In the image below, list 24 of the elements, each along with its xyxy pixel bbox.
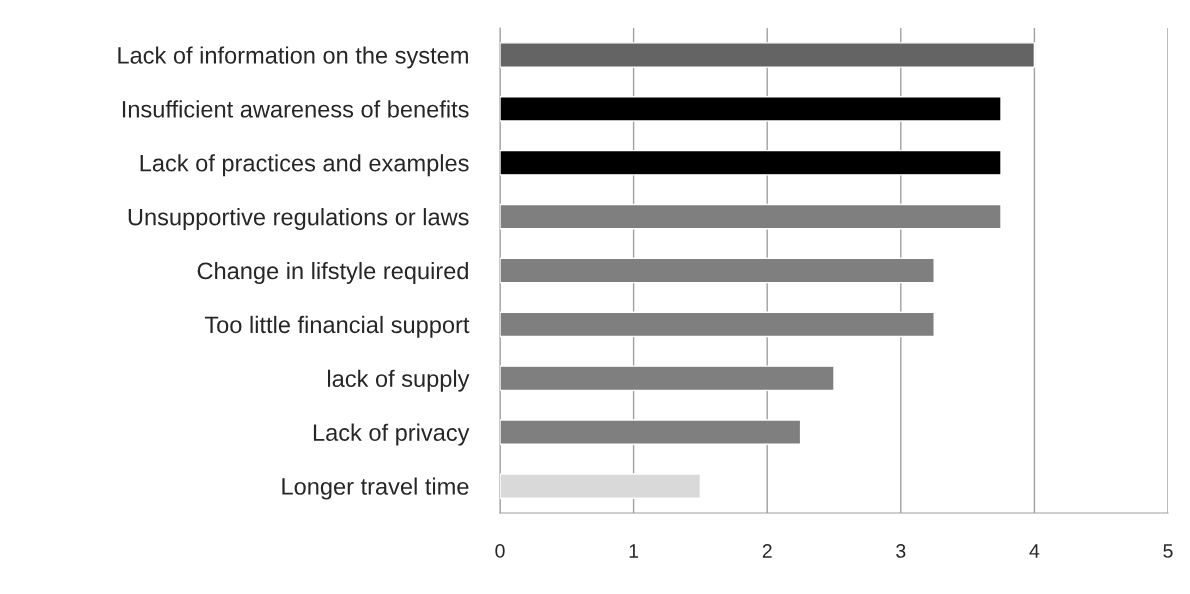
- x-tick-label: 5: [1163, 544, 1173, 558]
- y-tick-label: Longer travel time: [282, 477, 469, 500]
- bar: [500, 365, 835, 392]
- x-tick-label: 4: [1029, 544, 1040, 558]
- bar: [500, 42, 1036, 68]
- y-tick-label: Insufficient awareness of benefits: [122, 100, 469, 118]
- x-tick-label: 1: [629, 544, 639, 558]
- bar: [500, 257, 935, 284]
- x-tick-label: 0: [495, 544, 505, 558]
- y-tick-label: Change in lifstyle required: [197, 261, 468, 284]
- y-tick-label: Lack of privacy: [313, 423, 470, 446]
- x-tick-label: 2: [762, 544, 772, 558]
- bar: [500, 419, 802, 445]
- bar: [500, 149, 1002, 176]
- x-tick-label: 3: [896, 544, 906, 558]
- y-tick-label: lack of supply: [327, 369, 470, 392]
- y-tick-label: Unsupportive regulations or laws: [128, 208, 469, 231]
- y-tick-label: Too little financial support: [204, 315, 470, 338]
- y-tick-label: Lack of practices and examples: [140, 154, 469, 177]
- bar: [500, 96, 1002, 122]
- bar: [500, 203, 1002, 230]
- bar: [500, 311, 935, 338]
- y-tick-label: Lack of information on the system: [118, 46, 468, 69]
- bar: [500, 473, 702, 499]
